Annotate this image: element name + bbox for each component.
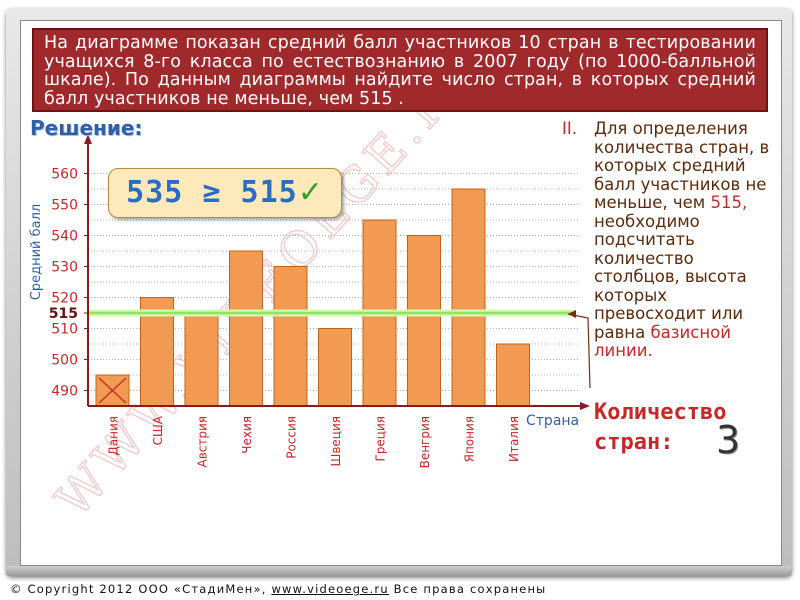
result-label: Количество стран:: [594, 398, 726, 458]
footer-rights: Все права сохранены: [393, 582, 547, 596]
explanation-text: II. Для определения количества стран, в …: [562, 119, 778, 361]
comparison-callout: 535 ≥ 515✓: [108, 168, 342, 218]
x-tick-label: Япония: [463, 416, 477, 462]
check-icon: ✓: [297, 175, 324, 210]
y-tick-label: 530: [51, 260, 78, 276]
explanation-number: II.: [562, 119, 577, 138]
y-tick-label: 540: [51, 229, 78, 245]
bar-8: [407, 235, 441, 407]
x-axis-label: Страна: [526, 413, 579, 429]
x-tick-label: Дания: [107, 416, 121, 456]
x-tick-label: Швеция: [329, 416, 343, 466]
bar-3: [184, 312, 219, 407]
whiteboard-tray: [6, 566, 792, 576]
chart-baseline: [88, 309, 591, 389]
callout-right-value: 515: [240, 175, 298, 210]
chart-bars: [95, 188, 530, 407]
footer-link[interactable]: www.videoege.ru: [271, 582, 389, 596]
x-tick-label: Австрия: [196, 416, 210, 468]
solution-title: Решение:: [30, 116, 143, 140]
x-tick-label: Чехия: [240, 416, 254, 454]
callout-left-value: 535: [126, 175, 184, 210]
explanation-highlight-value: 515,: [710, 193, 748, 212]
pointer-arrowhead: [568, 310, 576, 318]
bar-10: [496, 343, 530, 407]
y-tick-label: 560: [51, 167, 78, 183]
x-tick-label: Греция: [374, 416, 388, 462]
y-tick-label: 490: [51, 384, 78, 400]
cross-out-mark: [98, 377, 127, 404]
callout-operator: ≥: [202, 175, 222, 210]
x-tick-label: Россия: [285, 416, 299, 459]
y-tick-label: 500: [51, 353, 78, 369]
x-axis-arrow: [580, 402, 590, 410]
y-axis-arrow: [84, 134, 92, 144]
x-tick-label: Италия: [507, 416, 521, 462]
chart-labels: Дания США Австрия Чехия Россия Швеция Греция Ве…: [29, 167, 579, 469]
x-tick-label: Венгрия: [418, 416, 432, 468]
y-tick-label: 520: [51, 291, 78, 307]
result-value: 3: [716, 418, 741, 462]
y-tick-label: 510: [51, 322, 78, 338]
bar-5: [273, 266, 308, 407]
result-label-line2: стран:: [594, 430, 674, 455]
footer-copyright: © Copyright 2012 ООО «СтадиМен»,: [10, 582, 267, 596]
explanation-part1: Для определения количества стран, в кото…: [594, 119, 770, 212]
bar-4: [229, 250, 263, 407]
y-axis-label: Средний балл: [29, 204, 44, 300]
result-label-line1: Количество: [594, 400, 727, 425]
x-tick-label: США: [151, 415, 165, 445]
y-tick-label: 550: [51, 198, 78, 214]
chart-axes: [84, 134, 590, 410]
explanation-highlight-baseline: базисной линии.: [594, 322, 731, 360]
problem-statement: На диаграмме показан средний балл участн…: [32, 28, 768, 112]
footer: © Copyright 2012 ООО «СтадиМен», www.vid…: [10, 582, 546, 596]
y-tick-label: 515: [49, 306, 78, 322]
bar-6: [318, 328, 352, 407]
explanation-part2: необходимо подсчитать количество столбцо…: [594, 211, 747, 342]
bar-9: [451, 188, 486, 407]
